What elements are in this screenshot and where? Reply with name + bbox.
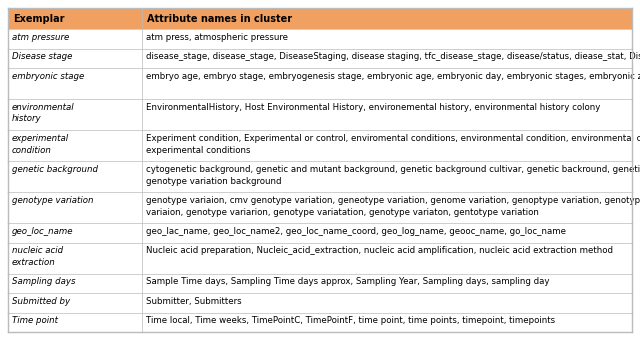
Text: environmental
history: environmental history bbox=[12, 103, 75, 123]
Text: Sampling days: Sampling days bbox=[12, 277, 76, 286]
Text: Experiment condition, Experimental or control, enviromental conditions, environm: Experiment condition, Experimental or co… bbox=[146, 134, 640, 154]
Text: Attribute names in cluster: Attribute names in cluster bbox=[147, 14, 292, 24]
Text: Disease stage: Disease stage bbox=[12, 52, 72, 61]
Text: Exemplar: Exemplar bbox=[13, 14, 65, 24]
Text: genotype variation: genotype variation bbox=[12, 196, 93, 205]
Text: Time point: Time point bbox=[12, 316, 58, 325]
Text: genotype variaion, cmv genotype variation, geneotype variation, genome variation: genotype variaion, cmv genotype variatio… bbox=[146, 196, 640, 217]
Text: geo_lac_name, geo_loc_name2, geo_loc_name_coord, geo_log_name, geooc_name, go_lo: geo_lac_name, geo_loc_name2, geo_loc_nam… bbox=[146, 227, 566, 236]
Text: geo_loc_name: geo_loc_name bbox=[12, 227, 74, 236]
Text: cytogenetic background, genetic and mutant background, genetic background cultiv: cytogenetic background, genetic and muta… bbox=[146, 165, 640, 186]
Text: EnvironmentalHistory, Host Environmental History, environemental history, enviro: EnvironmentalHistory, Host Environmental… bbox=[146, 103, 600, 112]
Text: Submitter, Submitters: Submitter, Submitters bbox=[146, 297, 242, 306]
Text: atm press, atmospheric pressure: atm press, atmospheric pressure bbox=[146, 33, 288, 42]
Text: experimental
condition: experimental condition bbox=[12, 134, 69, 154]
Text: Sample Time days, Sampling Time days approx, Sampling Year, Sampling days, sampl: Sample Time days, Sampling Time days app… bbox=[146, 277, 550, 286]
Text: Submitted by: Submitted by bbox=[12, 297, 70, 306]
Text: Nucleic acid preparation, Nucleic_acid_extraction, nucleic acid amplification, n: Nucleic acid preparation, Nucleic_acid_e… bbox=[146, 246, 613, 255]
Text: genetic background: genetic background bbox=[12, 165, 98, 174]
Text: embryo age, embryo stage, embryogenesis stage, embryonic age, embryonic day, emb: embryo age, embryo stage, embryogenesis … bbox=[146, 72, 640, 81]
Text: embryonic stage: embryonic stage bbox=[12, 72, 84, 81]
Text: Time local, Time weeks, TimePointC, TimePointF, time point, time points, timepoi: Time local, Time weeks, TimePointC, Time… bbox=[146, 316, 556, 325]
Text: nucleic acid
extraction: nucleic acid extraction bbox=[12, 246, 63, 267]
Text: atm pressure: atm pressure bbox=[12, 33, 69, 42]
Text: disease_stage, disease_stage, DiseaseStaging, disease staging, tfc_disease_stage: disease_stage, disease_stage, DiseaseSta… bbox=[146, 52, 640, 61]
Bar bbox=[8, 8, 632, 29]
